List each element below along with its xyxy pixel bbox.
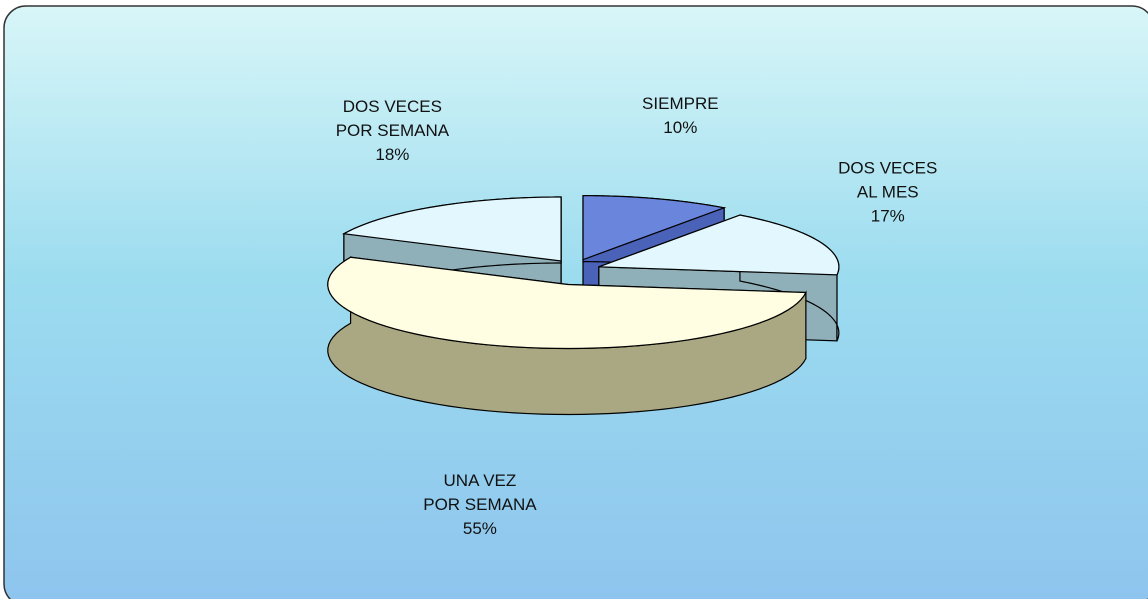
slice-value-label: 17% <box>871 206 905 225</box>
slice-label: DOS VECES <box>343 97 442 116</box>
slice-label: POR SEMANA <box>336 121 450 140</box>
slice-label: POR SEMANA <box>423 495 537 514</box>
slice-label: SIEMPRE <box>642 94 719 113</box>
slice <box>582 195 727 261</box>
slice-label: UNA VEZ <box>444 471 517 490</box>
slice <box>342 196 562 262</box>
slice <box>327 256 807 350</box>
slice-value-label: 10% <box>663 118 697 137</box>
slice-value-label: 55% <box>463 519 497 538</box>
slice-value-label: 18% <box>375 145 409 164</box>
slice-label: DOS VECES <box>838 158 937 177</box>
slice-label: AL MES <box>857 182 919 201</box>
slice <box>598 214 840 276</box>
